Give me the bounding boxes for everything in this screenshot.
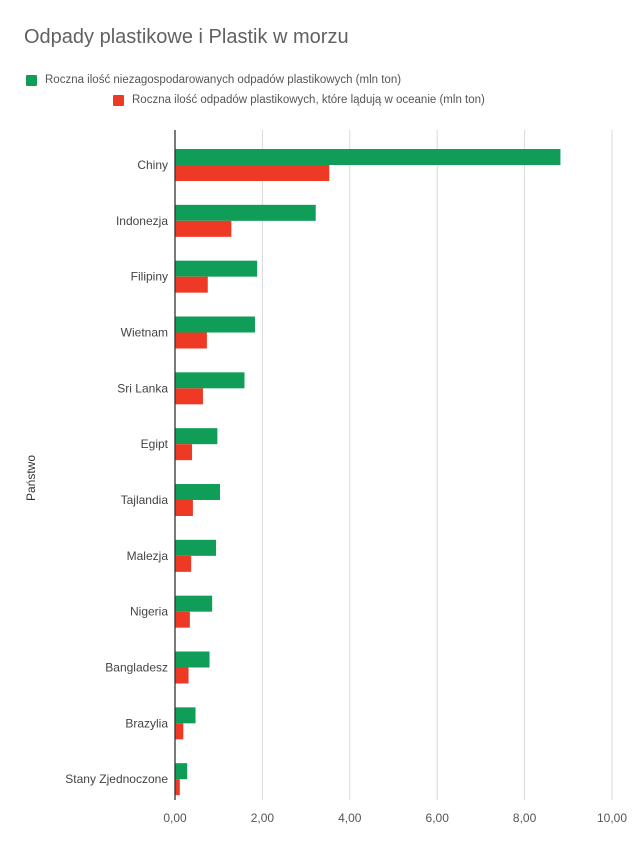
bar [175, 204, 316, 221]
category-label: Wietnam [121, 326, 168, 340]
x-tick-label: 10,00 [597, 811, 627, 825]
x-tick-label: 6,00 [426, 811, 450, 825]
bar [175, 723, 184, 740]
bar [175, 372, 245, 389]
category-label: Tajlandia [121, 493, 169, 507]
bar [175, 276, 208, 293]
bar [175, 651, 210, 668]
bar [175, 707, 196, 724]
x-tick-label: 2,00 [251, 811, 275, 825]
category-label: Indonezja [116, 214, 168, 228]
legend-swatch-red [113, 94, 124, 106]
x-tick-labels: 0,00 2,00 4,00 6,00 8,00 10,00 [163, 811, 627, 825]
bar [175, 149, 561, 165]
category-label: Bangladesz [105, 661, 168, 675]
bar [175, 388, 203, 405]
category-label: Malezja [127, 549, 169, 563]
legend-label: Roczna ilość odpadów plastikowych, które… [132, 94, 485, 106]
category-label: Sri Lanka [117, 381, 168, 395]
legend-item-ocean-waste: Roczna ilość odpadów plastikowych, które… [113, 94, 485, 106]
bar [175, 611, 190, 628]
gridlines [261, 130, 613, 800]
category-label: Brazylia [125, 716, 168, 730]
bar [175, 165, 330, 181]
bar [175, 332, 207, 349]
category-label: Egipt [141, 437, 169, 451]
category-label: Nigeria [130, 605, 168, 619]
bar [175, 555, 192, 572]
chart-title: Odpady plastikowe i Plastik w morzu [24, 26, 349, 48]
category-label: Chiny [137, 158, 168, 172]
bar [175, 444, 193, 461]
x-tick-label: 0,00 [163, 811, 187, 825]
category-labels: Chiny Indonezja Filipiny Wietnam Sri Lanka Eg… [65, 158, 168, 786]
category-label: Filipiny [131, 270, 168, 284]
bars [175, 149, 561, 796]
bar [175, 763, 188, 780]
legend-item-unmanaged-waste: Roczna ilość niezagospodarowanych odpadó… [26, 74, 401, 86]
bar [175, 667, 189, 684]
category-label: Stany Zjednoczone [65, 772, 168, 786]
bar [175, 779, 180, 796]
bar [175, 316, 255, 333]
bar [175, 484, 221, 500]
bar [175, 500, 193, 516]
bar [175, 220, 232, 237]
bar [175, 428, 218, 445]
bar [175, 595, 213, 612]
bar [175, 539, 217, 556]
bar [175, 260, 258, 277]
legend-label: Roczna ilość niezagospodarowanych odpadó… [45, 74, 402, 86]
x-tick-label: 4,00 [338, 811, 362, 825]
x-tick-label: 8,00 [513, 811, 537, 825]
legend-swatch-green [26, 74, 37, 86]
